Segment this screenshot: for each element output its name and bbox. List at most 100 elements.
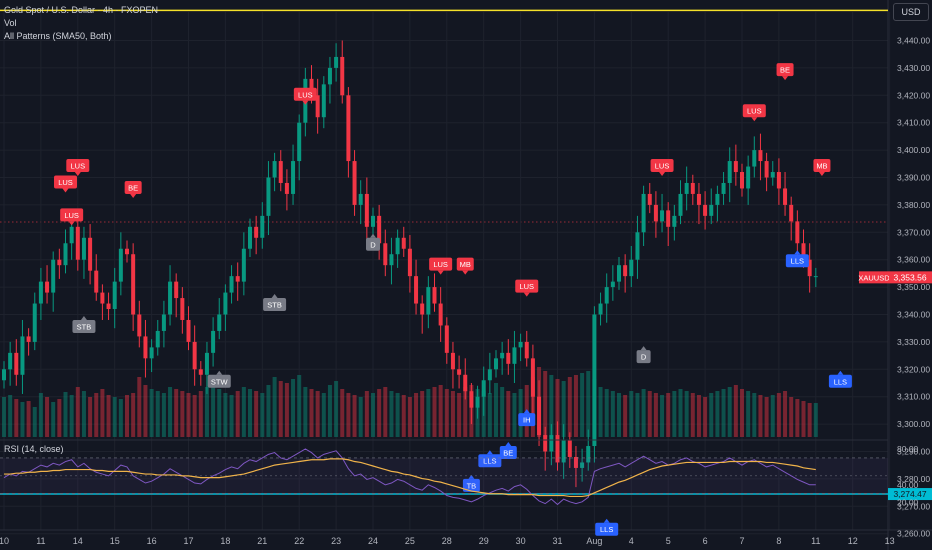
svg-text:BE: BE: [780, 66, 790, 75]
volume-bar: [500, 387, 505, 437]
pattern-label-tb[interactable]: TB: [462, 474, 480, 492]
volume-bar: [174, 389, 179, 437]
candle: [291, 161, 296, 194]
candle: [260, 215, 265, 238]
svg-text:LUS: LUS: [433, 260, 448, 269]
time-tick-label: 25: [405, 536, 415, 546]
volume-bar: [586, 371, 591, 437]
volume-bar: [327, 385, 332, 437]
volume-bar: [155, 391, 160, 437]
candle: [2, 369, 6, 381]
pattern-label-stw[interactable]: STW: [207, 370, 231, 388]
candle: [211, 330, 216, 353]
volume-bar: [303, 387, 308, 437]
volume-bar: [69, 395, 74, 437]
pattern-label-lus[interactable]: LUS: [60, 208, 84, 226]
pattern-label-lls[interactable]: LLS: [828, 370, 852, 388]
volume-bar: [758, 395, 763, 437]
volume-bar: [88, 397, 93, 437]
pattern-label-d[interactable]: D: [636, 346, 651, 364]
volume-bar: [444, 389, 449, 437]
volume-bar: [389, 391, 394, 437]
pattern-label-be[interactable]: BE: [499, 442, 517, 460]
pattern-label-lus[interactable]: LUS: [54, 175, 77, 193]
pattern-label-be[interactable]: BE: [124, 180, 142, 198]
candle: [592, 314, 597, 447]
time-tick-label: 29: [479, 536, 489, 546]
volume-bar: [678, 389, 683, 437]
pattern-label-stb[interactable]: STB: [263, 294, 287, 312]
candle: [733, 161, 738, 173]
time-tick-label: 6: [703, 536, 708, 546]
pattern-label-lus[interactable]: LUS: [742, 104, 766, 122]
pattern-label-d[interactable]: D: [366, 233, 380, 251]
candle: [512, 347, 517, 364]
pattern-label-stb[interactable]: STB: [72, 315, 96, 333]
candle: [635, 232, 640, 260]
pattern-label-lls[interactable]: LLS: [595, 518, 619, 536]
volume-bar: [125, 395, 129, 437]
candle: [783, 188, 788, 205]
svg-text:LUS: LUS: [71, 162, 86, 171]
candle: [137, 314, 142, 337]
candle: [703, 204, 708, 216]
volume-bar: [57, 399, 62, 437]
volume-bar: [407, 397, 412, 437]
volume-bar: [506, 391, 511, 437]
candle: [364, 193, 369, 227]
candle: [75, 226, 80, 260]
volume-bar: [38, 393, 43, 437]
price-tick-label: 3,310.00: [897, 392, 930, 402]
pattern-label-ih[interactable]: IH: [518, 409, 536, 427]
volume-bar: [45, 397, 50, 437]
volume-bar: [653, 393, 658, 437]
candle: [660, 210, 665, 222]
volume-bar: [364, 391, 369, 437]
pattern-label-lus[interactable]: LUS: [293, 87, 317, 105]
pattern-label-mb[interactable]: MB: [456, 257, 474, 275]
pattern-label-lus[interactable]: LUS: [515, 279, 539, 297]
candle: [395, 237, 400, 255]
candle: [272, 161, 277, 178]
volume-bar: [315, 391, 320, 437]
candle: [746, 166, 751, 189]
price-tick-label: 3,280.00: [897, 474, 930, 484]
volume-bar: [272, 377, 277, 437]
pattern-label-be[interactable]: BE: [776, 63, 794, 81]
volume-bar: [770, 395, 775, 437]
volume-bar: [647, 391, 652, 437]
volume-bar: [414, 393, 419, 437]
pattern-label-mb[interactable]: MB: [813, 159, 831, 177]
candle: [297, 122, 302, 162]
time-tick-label: 5: [666, 536, 671, 546]
candle: [88, 237, 93, 271]
volume-bar: [457, 393, 462, 437]
currency-button[interactable]: USD: [893, 3, 929, 21]
candle: [721, 182, 726, 194]
candle: [653, 204, 658, 222]
volume-bar: [641, 389, 646, 437]
candle: [610, 281, 615, 288]
candle: [776, 172, 781, 189]
volume-bar: [733, 385, 738, 437]
pattern-label-lus[interactable]: LUS: [650, 159, 674, 177]
volume-bar: [20, 402, 25, 437]
candle: [346, 95, 351, 162]
volume-bar: [573, 375, 578, 437]
pattern-label-lus[interactable]: LUS: [429, 257, 453, 275]
volume-bar: [776, 393, 781, 437]
candle: [770, 172, 775, 178]
pattern-label-lls[interactable]: LLS: [785, 250, 809, 268]
pattern-label-lls[interactable]: LLS: [478, 450, 502, 468]
volume-bar: [383, 387, 388, 437]
pattern-label-lus[interactable]: LUS: [66, 159, 90, 177]
volume-bar: [703, 397, 708, 437]
candle: [672, 215, 677, 227]
candle: [690, 182, 695, 194]
svg-text:LUS: LUS: [655, 162, 670, 171]
volume-bar: [604, 389, 609, 437]
svg-text:LLS: LLS: [483, 457, 496, 466]
volume-bar: [137, 377, 142, 437]
rsi-tick-label: 40.00: [897, 480, 919, 490]
